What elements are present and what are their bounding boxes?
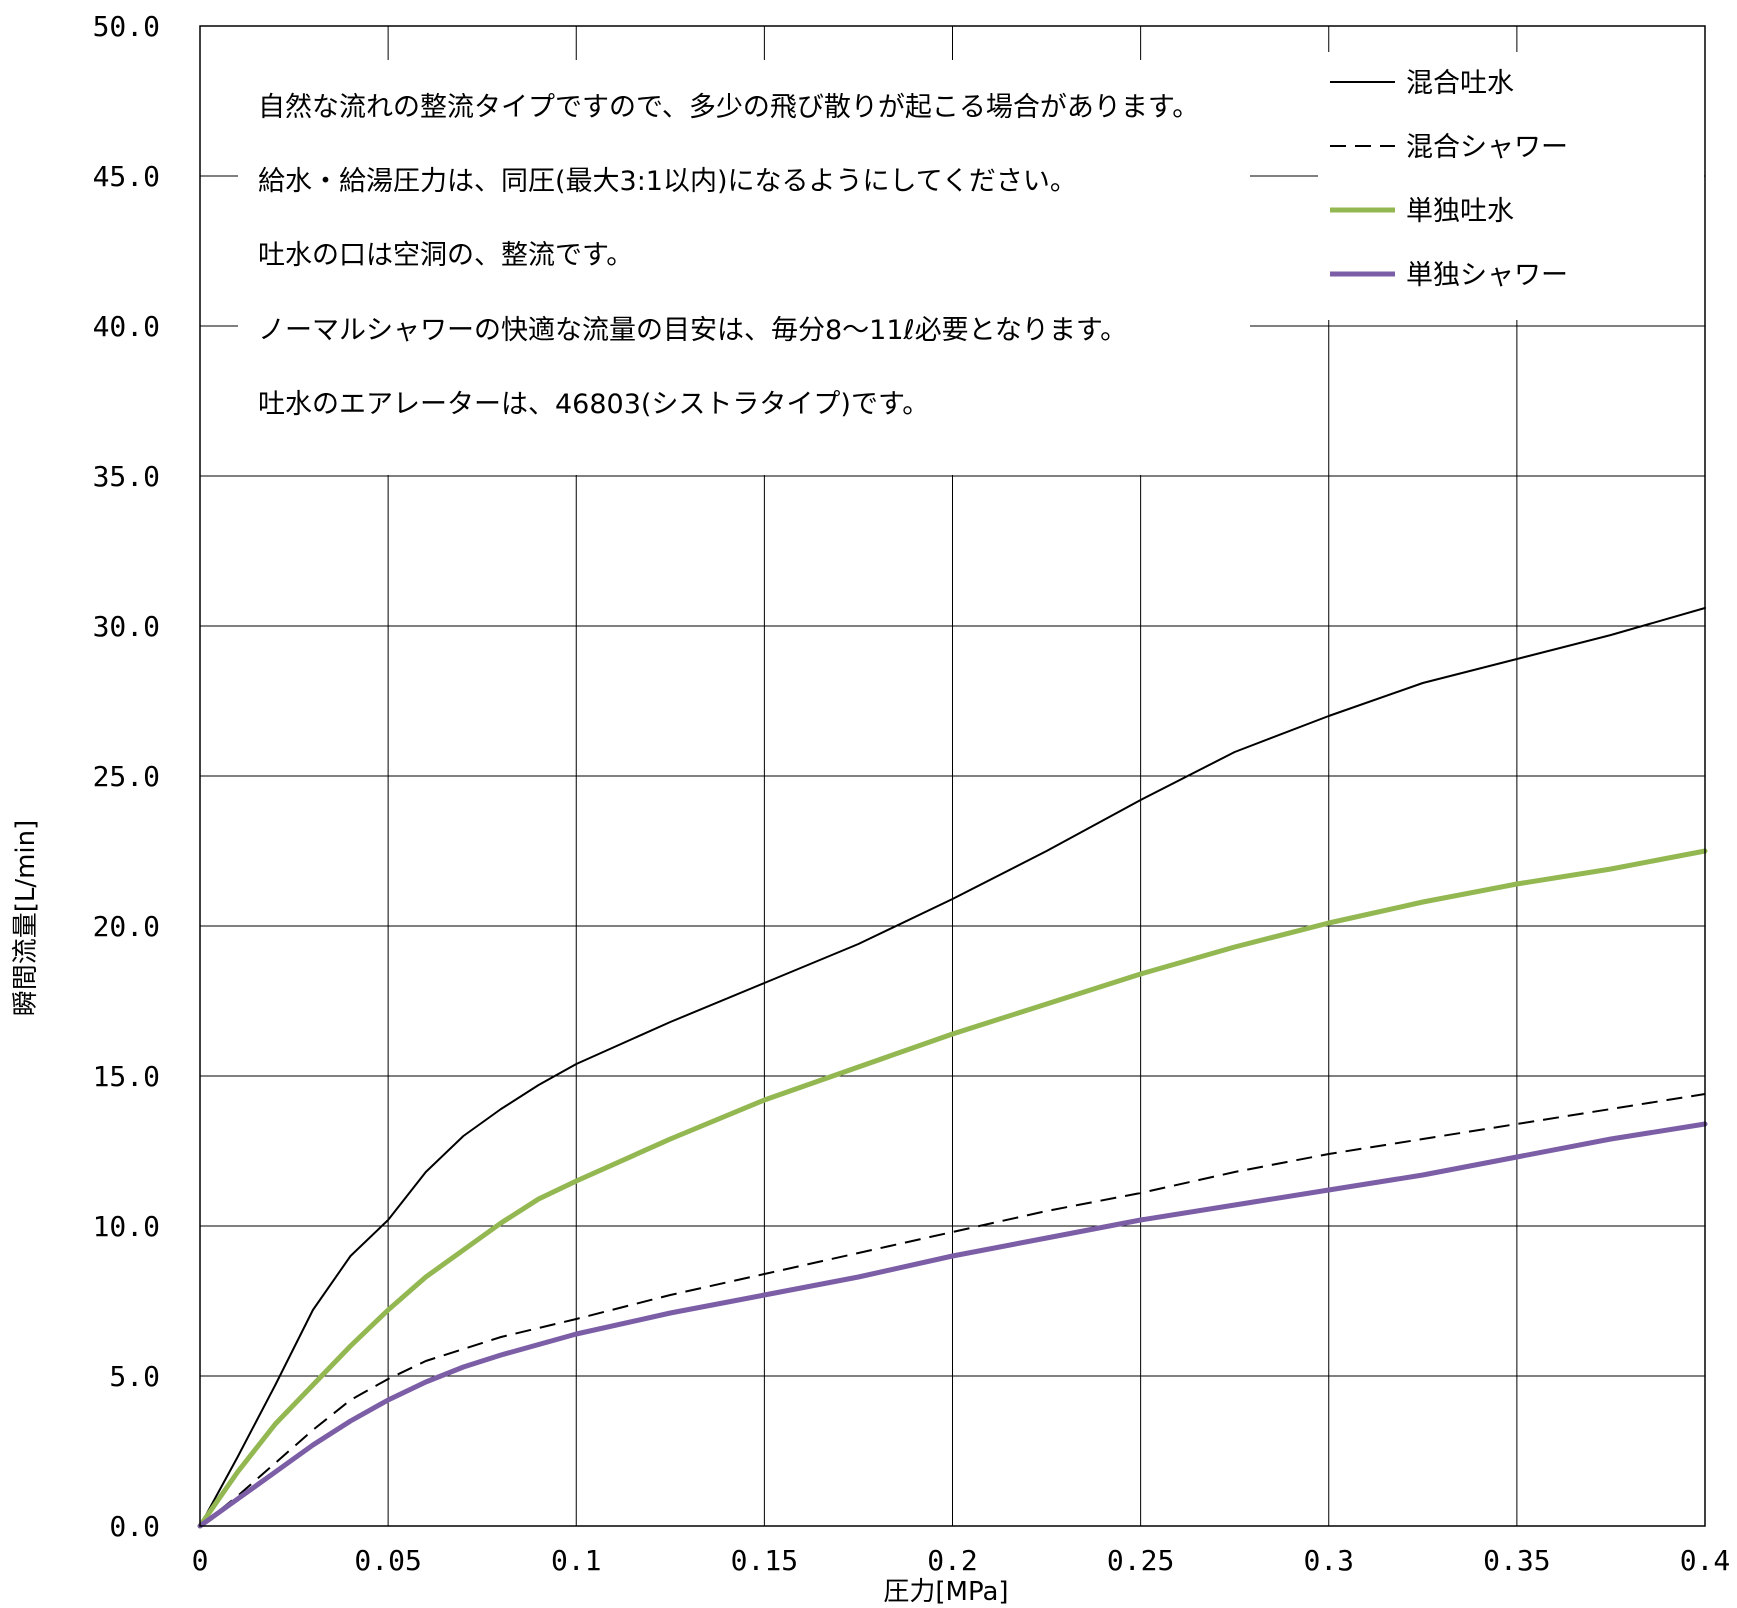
x-tick-label: 0.25 <box>1107 1544 1174 1577</box>
x-axis-title: 圧力[MPa] <box>883 1577 1008 1607</box>
x-tick-label: 0.3 <box>1303 1544 1354 1577</box>
legend-label-1: 混合吐水 <box>1406 68 1514 99</box>
annotation-line-2: 給水・給湯圧力は、同圧(最大3:1以内)になるようにしてください。 <box>258 166 1077 197</box>
y-tick-label: 20.0 <box>93 910 160 943</box>
x-tick-label: 0.1 <box>551 1544 602 1577</box>
y-tick-label: 0.0 <box>109 1510 160 1543</box>
x-tick-label: 0.2 <box>927 1544 978 1577</box>
x-tick-label: 0.05 <box>354 1544 421 1577</box>
annotation-notes: 自然な流れの整流タイプですので、多少の飛び散りが起こる場合があります。 給水・給… <box>258 92 1199 420</box>
y-tick-label: 10.0 <box>93 1210 160 1243</box>
legend-label-3: 単独吐水 <box>1406 196 1514 227</box>
x-tick-label: 0.15 <box>731 1544 798 1577</box>
y-axis-ticks: 0.0 5.0 10.0 15.0 20.0 25.0 30.0 35.0 40.0 45.0 50… <box>93 10 160 1543</box>
annotation-line-3: 吐水の口は空洞の、整流です。 <box>258 240 633 271</box>
series-line-3 <box>197 848 1708 1529</box>
series-line-1 <box>199 607 1706 1527</box>
y-tick-label: 5.0 <box>109 1360 160 1393</box>
y-tick-label: 15.0 <box>93 1060 160 1093</box>
annotation-line-4: ノーマルシャワーの快適な流量の目安は、毎分8～11ℓ必要となります。 <box>258 315 1127 346</box>
y-tick-label: 50.0 <box>93 10 160 43</box>
y-tick-label: 25.0 <box>93 760 160 793</box>
y-tick-label: 45.0 <box>93 160 160 193</box>
y-axis-title: 瞬間流量[L/min] <box>11 820 41 1017</box>
x-tick-label: 0.35 <box>1483 1544 1550 1577</box>
series-line-4 <box>197 1121 1708 1529</box>
legend-label-4: 単独シャワー <box>1406 260 1568 291</box>
legend-label-2: 混合シャワー <box>1406 132 1568 163</box>
x-tick-label: 0.4 <box>1680 1544 1731 1577</box>
y-tick-label: 40.0 <box>93 310 160 343</box>
plot-frame <box>199 25 1706 1527</box>
annotation-box <box>238 60 1250 475</box>
y-tick-label: 35.0 <box>93 460 160 493</box>
y-tick-label: 30.0 <box>93 610 160 643</box>
x-tick-label: 0 <box>192 1544 209 1577</box>
series-line-2 <box>199 1093 1706 1527</box>
annotation-line-1: 自然な流れの整流タイプですので、多少の飛び散りが起こる場合があります。 <box>258 92 1199 123</box>
annotation-line-5: 吐水のエアレーターは、46803(シストラタイプ)です。 <box>258 389 929 420</box>
series-lines <box>197 607 1708 1529</box>
x-axis-ticks: 0 0.05 0.1 0.15 0.2 0.25 0.3 0.35 0.4 <box>192 1544 1731 1577</box>
annotation-background <box>238 60 1250 475</box>
